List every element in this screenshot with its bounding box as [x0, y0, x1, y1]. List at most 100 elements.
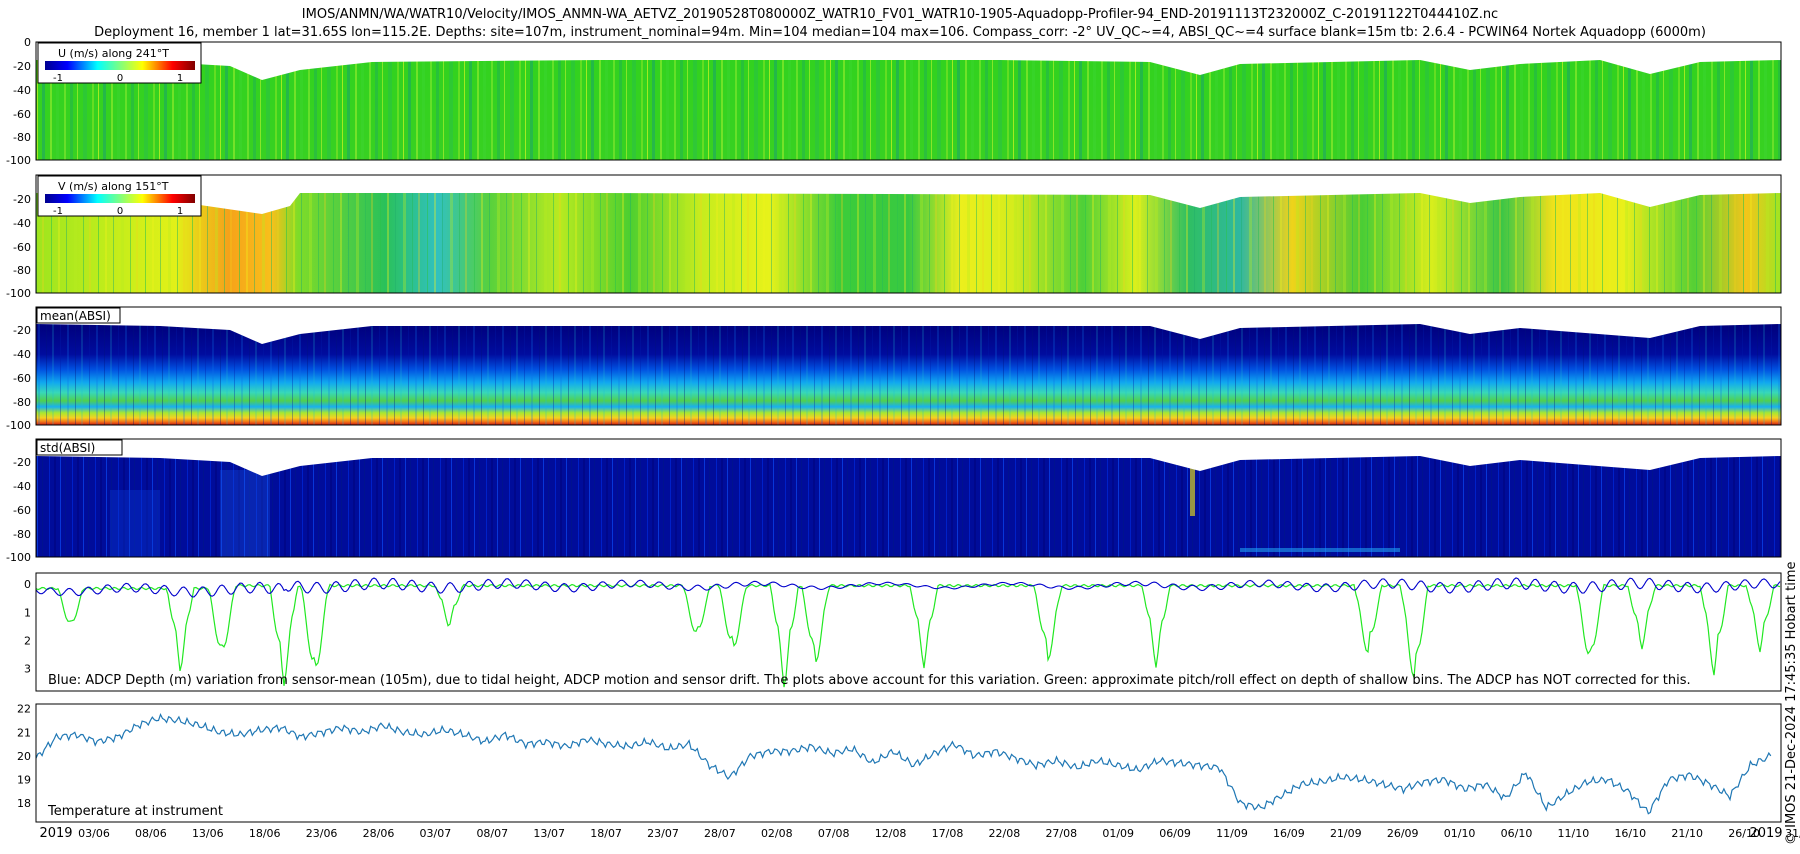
- x-tick-label: 08/07: [476, 827, 508, 840]
- temperature-line: [36, 712, 1772, 815]
- depth-ytick: 2: [24, 634, 31, 647]
- u-y-ticks: 0 -20 -40 -60 -80 -100: [6, 36, 31, 167]
- std-ytick: -60: [13, 504, 31, 517]
- x-tick-label: 18/07: [590, 827, 622, 840]
- mean-ytick: -100: [6, 419, 31, 432]
- panel-v-velocity: -20 -40 -60 -80 -100 V (m/s) along 151°T…: [6, 174, 1782, 300]
- x-tick-label: 11/10: [1558, 827, 1590, 840]
- adcp-depth-line: [36, 577, 1781, 598]
- std-absi-label: std(ABSI): [40, 441, 95, 455]
- x-tick-label: 27/08: [1045, 827, 1077, 840]
- x-tick-label: 12/08: [875, 827, 907, 840]
- panel-adcp-depth: 0 1 2 3 Blue: ADCP Depth (m) variation from…: [24, 572, 1782, 692]
- v-cbar-tick: 0: [117, 206, 123, 217]
- x-tick-label: 28/07: [704, 827, 736, 840]
- std-ytick: -40: [13, 480, 31, 493]
- x-tick-label: 21/09: [1330, 827, 1362, 840]
- v-heatmap-streaks: [36, 193, 1781, 293]
- temp-ytick: 20: [17, 750, 31, 763]
- x-tick-label: 2019: [39, 826, 72, 841]
- figure-title-line1: IMOS/ANMN/WA/WATR10/Velocity/IMOS_ANMN-W…: [302, 7, 1498, 22]
- v-ytick: -100: [6, 287, 31, 300]
- x-tick-label: 01/10: [1444, 827, 1476, 840]
- x-tick-label: 06/10: [1501, 827, 1533, 840]
- v-ytick: -80: [13, 264, 31, 277]
- x-tick-label: 06/09: [1159, 827, 1191, 840]
- x-tick-label: 03/06: [78, 827, 110, 840]
- x-tick-label: 23/07: [647, 827, 679, 840]
- u-ytick: -40: [13, 84, 31, 97]
- x-axis-labels: 2019 03/06 08/06 13/06 18/06 23/06 28/06 03/07 0…: [39, 826, 1800, 841]
- std-absi-heatmap: [36, 456, 1781, 557]
- v-cbar-tick: 1: [177, 206, 183, 217]
- u-cbar-tick: 0: [117, 73, 123, 84]
- v-cbar-tick: -1: [53, 206, 63, 217]
- v-legend-label: V (m/s) along 151°T: [58, 180, 169, 193]
- figure-title-line2: Deployment 16, member 1 lat=31.65S lon=1…: [94, 25, 1706, 40]
- u-ytick: -60: [13, 108, 31, 121]
- mean-ytick: -80: [13, 396, 31, 409]
- pitch-roll-line: [36, 583, 1781, 688]
- x-tick-label: 16/09: [1273, 827, 1305, 840]
- panel-std-absi: -20 -40 -60 -80 -100 std(ABSI): [6, 438, 1782, 564]
- std-ytick: -20: [13, 456, 31, 469]
- temp-ytick: 18: [17, 797, 31, 810]
- x-tick-label: 07/08: [818, 827, 850, 840]
- x-tick-label: 08/06: [135, 827, 167, 840]
- x-tick-label: 17/08: [932, 827, 964, 840]
- v-colorbar: [45, 194, 195, 203]
- u-ytick: 0: [24, 36, 31, 49]
- temp-ytick: 21: [17, 726, 31, 739]
- x-tick-label: 2019: [1749, 826, 1782, 841]
- copyright-stamp: © IMOS 21-Dec-2024 17:45:35 Hobart time: [1784, 561, 1799, 845]
- panel-temperature: 18 19 20 21 22 Temperature at instrument: [17, 703, 1782, 823]
- panel-u-velocity: 0 -20 -40 -60 -80 -100 U (m/s) along 241…: [6, 36, 1782, 167]
- mean-absi-label: mean(ABSI): [40, 309, 111, 323]
- mean-ytick: -40: [13, 348, 31, 361]
- mean-ytick: -20: [13, 324, 31, 337]
- adcp-depth-caption: Blue: ADCP Depth (m) variation from sens…: [48, 673, 1691, 688]
- x-tick-label: 26/10: [1728, 827, 1760, 840]
- x-tick-label: 02/08: [761, 827, 793, 840]
- v-ytick: -40: [13, 217, 31, 230]
- u-cbar-tick: 1: [177, 73, 183, 84]
- temp-ytick: 19: [17, 774, 31, 787]
- std-absi-surface-blank: [36, 456, 1781, 476]
- x-tick-label: 31/10: [1785, 827, 1800, 840]
- x-tick-label: 13/06: [192, 827, 224, 840]
- mean-absi-surface-blank: [36, 324, 1781, 344]
- u-ytick: -20: [13, 60, 31, 73]
- std-ytick: -80: [13, 528, 31, 541]
- u-surface-blank: [36, 60, 1781, 80]
- x-tick-label: 23/06: [306, 827, 338, 840]
- x-tick-label: 28/06: [363, 827, 395, 840]
- std-ytick: -100: [6, 551, 31, 564]
- u-ytick: -80: [13, 131, 31, 144]
- mean-absi-streaks: [36, 324, 1781, 425]
- x-tick-label: 11/09: [1216, 827, 1248, 840]
- x-tick-label: 16/10: [1614, 827, 1646, 840]
- mean-ytick: -60: [13, 372, 31, 385]
- x-tick-label: 13/07: [533, 827, 565, 840]
- v-y-ticks: -20 -40 -60 -80 -100: [6, 193, 31, 300]
- v-ytick: -60: [13, 241, 31, 254]
- x-tick-label: 26/09: [1387, 827, 1419, 840]
- depth-ytick: 1: [24, 606, 31, 619]
- u-legend-label: U (m/s) along 241°T: [58, 47, 169, 60]
- v-colorbar-legend: V (m/s) along 151°T -1 0 1: [37, 175, 202, 217]
- x-tick-label: 18/06: [249, 827, 281, 840]
- depth-ytick: 0: [24, 578, 31, 591]
- depth-ytick: 3: [24, 663, 31, 676]
- u-ytick: -100: [6, 154, 31, 167]
- panel-mean-absi: -20 -40 -60 -80 -100 mean(ABSI): [6, 306, 1782, 432]
- x-tick-label: 03/07: [420, 827, 452, 840]
- temp-ytick: 22: [17, 703, 31, 716]
- u-colorbar-legend: U (m/s) along 241°T -1 0 1: [37, 42, 202, 84]
- u-heatmap-streaks: [36, 60, 1781, 160]
- temperature-label: Temperature at instrument: [47, 804, 223, 819]
- v-surface-blank: [36, 193, 1781, 214]
- u-colorbar: [45, 61, 195, 70]
- x-tick-label: 22/08: [989, 827, 1021, 840]
- v-ytick: -20: [13, 193, 31, 206]
